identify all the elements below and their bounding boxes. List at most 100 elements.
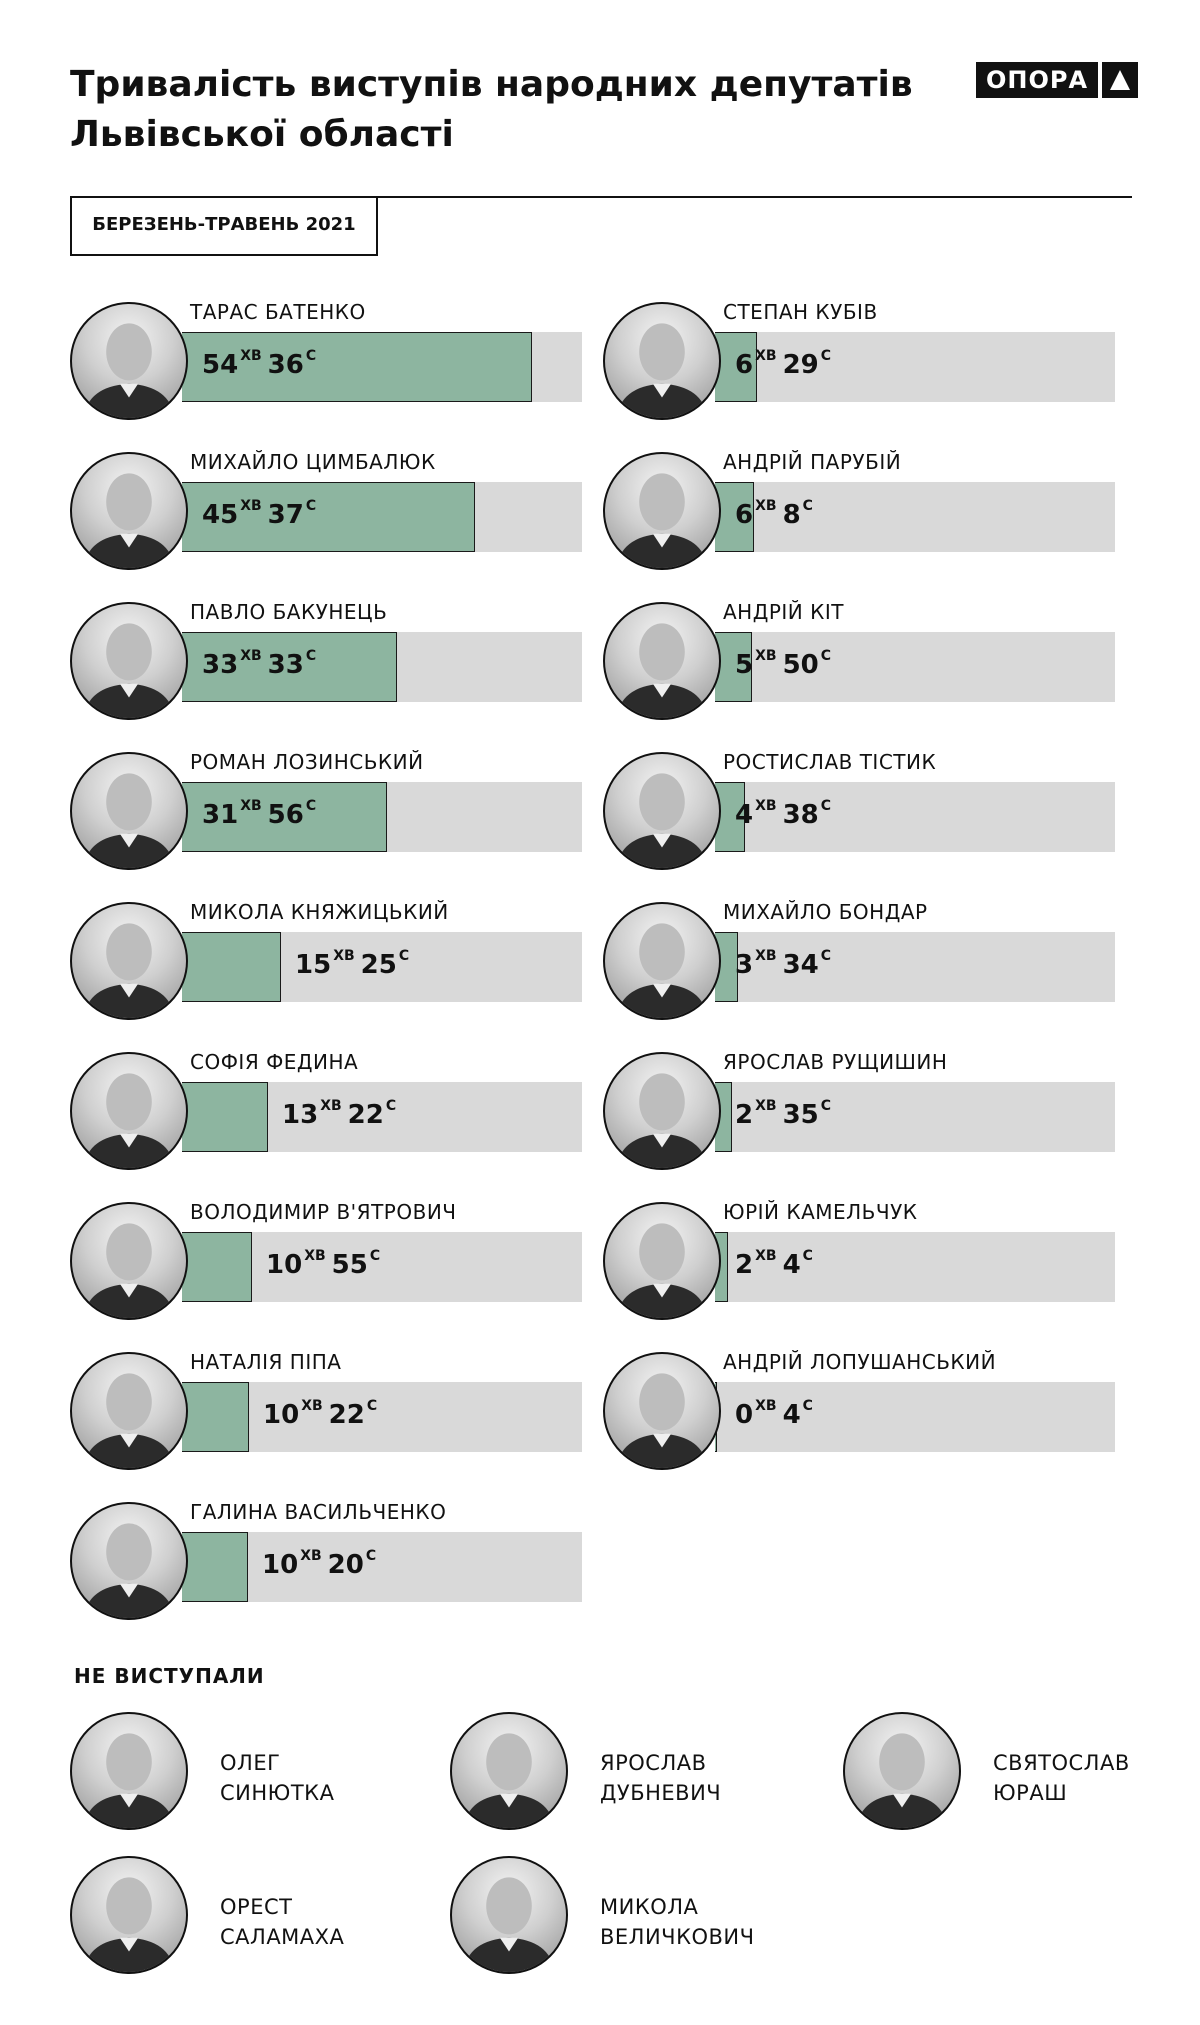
logo-text: ОПОРА: [976, 62, 1099, 98]
minutes-value: 0: [735, 1400, 754, 1430]
non-speaker-name: СВЯТОСЛАВ ЮРАШ: [993, 1748, 1130, 1808]
non-speaker-name: ОЛЕГ СИНЮТКА: [220, 1748, 334, 1808]
minutes-value: 15: [295, 950, 332, 980]
bar-track: [715, 1082, 1115, 1152]
non-speaker: СВЯТОСЛАВ ЮРАШ: [843, 1712, 1200, 1832]
speaker-name: АНДРІЙ ЛОПУШАНСЬКИЙ: [723, 1350, 997, 1374]
speaker-name: РОМАН ЛОЗИНСЬКИЙ: [190, 750, 424, 774]
speaker-bar-entry: МИКОЛА КНЯЖИЦЬКИЙ 15 ХВ 25 С: [70, 900, 582, 1026]
minutes-unit: ХВ: [300, 1548, 322, 1564]
speaker-avatar: [603, 1352, 721, 1470]
bar-track: [182, 1532, 582, 1602]
minutes-unit: ХВ: [755, 1098, 777, 1114]
last-name: ЮРАШ: [993, 1781, 1068, 1805]
speaker-duration: 33 ХВ 33 С: [202, 648, 317, 680]
seconds-unit: С: [366, 1398, 378, 1414]
non-speaker-avatar: [70, 1712, 188, 1830]
minutes-value: 10: [266, 1250, 303, 1280]
first-name: ОЛЕГ: [220, 1751, 281, 1775]
minutes-unit: ХВ: [755, 498, 777, 514]
minutes-value: 5: [735, 650, 754, 680]
speaker-avatar: [70, 1502, 188, 1620]
last-name: СИНЮТКА: [220, 1781, 335, 1805]
non-speaker: ОРЕСТ САЛАМАХА: [70, 1856, 430, 1976]
first-name: ЯРОСЛАВ: [600, 1751, 707, 1775]
period-label: БЕРЕЗЕНЬ-ТРАВЕНЬ 2021: [70, 196, 378, 256]
bar-fill: [182, 482, 475, 552]
bar-fill: [715, 482, 754, 552]
speaker-avatar: [70, 302, 188, 420]
speaker-bar-entry: СТЕПАН КУБІВ 6 ХВ 29 С: [603, 300, 1115, 426]
seconds-unit: С: [305, 798, 317, 814]
speaker-name: АНДРІЙ ПАРУБІЙ: [723, 450, 902, 474]
seconds-value: 35: [782, 1100, 819, 1130]
minutes-unit: ХВ: [755, 798, 777, 814]
minutes-value: 13: [282, 1100, 319, 1130]
seconds-value: 20: [327, 1550, 364, 1580]
minutes-value: 2: [735, 1100, 754, 1130]
minutes-unit: ХВ: [755, 948, 777, 964]
last-name: САЛАМАХА: [220, 1925, 345, 1949]
speaker-bar-entry: МИХАЙЛО ЦИМБАЛЮК 45 ХВ 37 С: [70, 450, 582, 576]
title-line-2: Львівської області: [70, 114, 454, 155]
bar-fill: [182, 1232, 252, 1302]
bar-fill: [182, 332, 532, 402]
speaker-duration: 15 ХВ 25 С: [295, 948, 409, 980]
bar-fill: [182, 1082, 268, 1152]
speaker-name: МИХАЙЛО ЦИМБАЛЮК: [190, 450, 436, 474]
non-speaker: ЯРОСЛАВ ДУБНЕВИЧ: [450, 1712, 810, 1832]
first-name: СВЯТОСЛАВ: [993, 1751, 1130, 1775]
non-speaker-avatar: [70, 1856, 188, 1974]
seconds-value: 25: [360, 950, 397, 980]
seconds-unit: С: [305, 348, 317, 364]
seconds-unit: С: [820, 348, 832, 364]
seconds-value: 50: [782, 650, 819, 680]
bar-fill: [182, 932, 281, 1002]
speaker-avatar: [603, 1052, 721, 1170]
speaker-duration: 2 ХВ 4 С: [735, 1248, 813, 1280]
seconds-value: 36: [267, 350, 304, 380]
minutes-unit: ХВ: [333, 948, 355, 964]
minutes-unit: ХВ: [240, 348, 262, 364]
speaker-avatar: [70, 1052, 188, 1170]
speaker-duration: 6 ХВ 29 С: [735, 348, 832, 380]
speaker-name: СОФІЯ ФЕДИНА: [190, 1050, 359, 1074]
speaker-bar-entry: АНДРІЙ ПАРУБІЙ 6 ХВ 8 С: [603, 450, 1115, 576]
minutes-value: 10: [262, 1550, 299, 1580]
bar-track: [715, 482, 1115, 552]
speaker-avatar: [70, 1202, 188, 1320]
speaker-name: ПАВЛО БАКУНЕЦЬ: [190, 600, 388, 624]
minutes-value: 6: [735, 350, 754, 380]
speaker-duration: 13 ХВ 22 С: [282, 1098, 397, 1130]
bar-fill: [182, 632, 397, 702]
seconds-value: 34: [782, 950, 819, 980]
minutes-value: 3: [735, 950, 754, 980]
speaker-name: РОСТИСЛАВ ТІСТИК: [723, 750, 937, 774]
speaker-bar-entry: ВОЛОДИМИР В'ЯТРОВИЧ 10 ХВ 55 С: [70, 1200, 582, 1326]
seconds-value: 56: [267, 800, 304, 830]
seconds-unit: С: [305, 648, 317, 664]
speaker-bar-entry: АНДРІЙ КІТ 5 ХВ 50 С: [603, 600, 1115, 726]
seconds-unit: С: [369, 1248, 381, 1264]
seconds-value: 37: [267, 500, 304, 530]
bar-fill: [182, 1532, 248, 1602]
speaker-bar-entry: ГАЛИНА ВАСИЛЬЧЕНКО 10 ХВ 20 С: [70, 1500, 582, 1626]
seconds-unit: С: [385, 1098, 397, 1114]
minutes-unit: ХВ: [301, 1398, 323, 1414]
minutes-value: 33: [202, 650, 239, 680]
triangle-icon: [1102, 62, 1139, 98]
non-speaker-name: МИКОЛА ВЕЛИЧКОВИЧ: [600, 1892, 755, 1952]
speaker-name: ГАЛИНА ВАСИЛЬЧЕНКО: [190, 1500, 447, 1524]
non-speaker-avatar: [450, 1712, 568, 1830]
speaker-avatar: [603, 302, 721, 420]
seconds-value: 22: [328, 1400, 365, 1430]
seconds-unit: С: [305, 498, 317, 514]
speaker-duration: 31 ХВ 56 С: [202, 798, 317, 830]
seconds-value: 4: [782, 1250, 801, 1280]
seconds-value: 22: [347, 1100, 384, 1130]
seconds-value: 55: [331, 1250, 368, 1280]
seconds-value: 29: [782, 350, 819, 380]
seconds-value: 8: [782, 500, 801, 530]
speaker-duration: 10 ХВ 20 С: [262, 1548, 376, 1580]
speaker-name: СТЕПАН КУБІВ: [723, 300, 878, 324]
